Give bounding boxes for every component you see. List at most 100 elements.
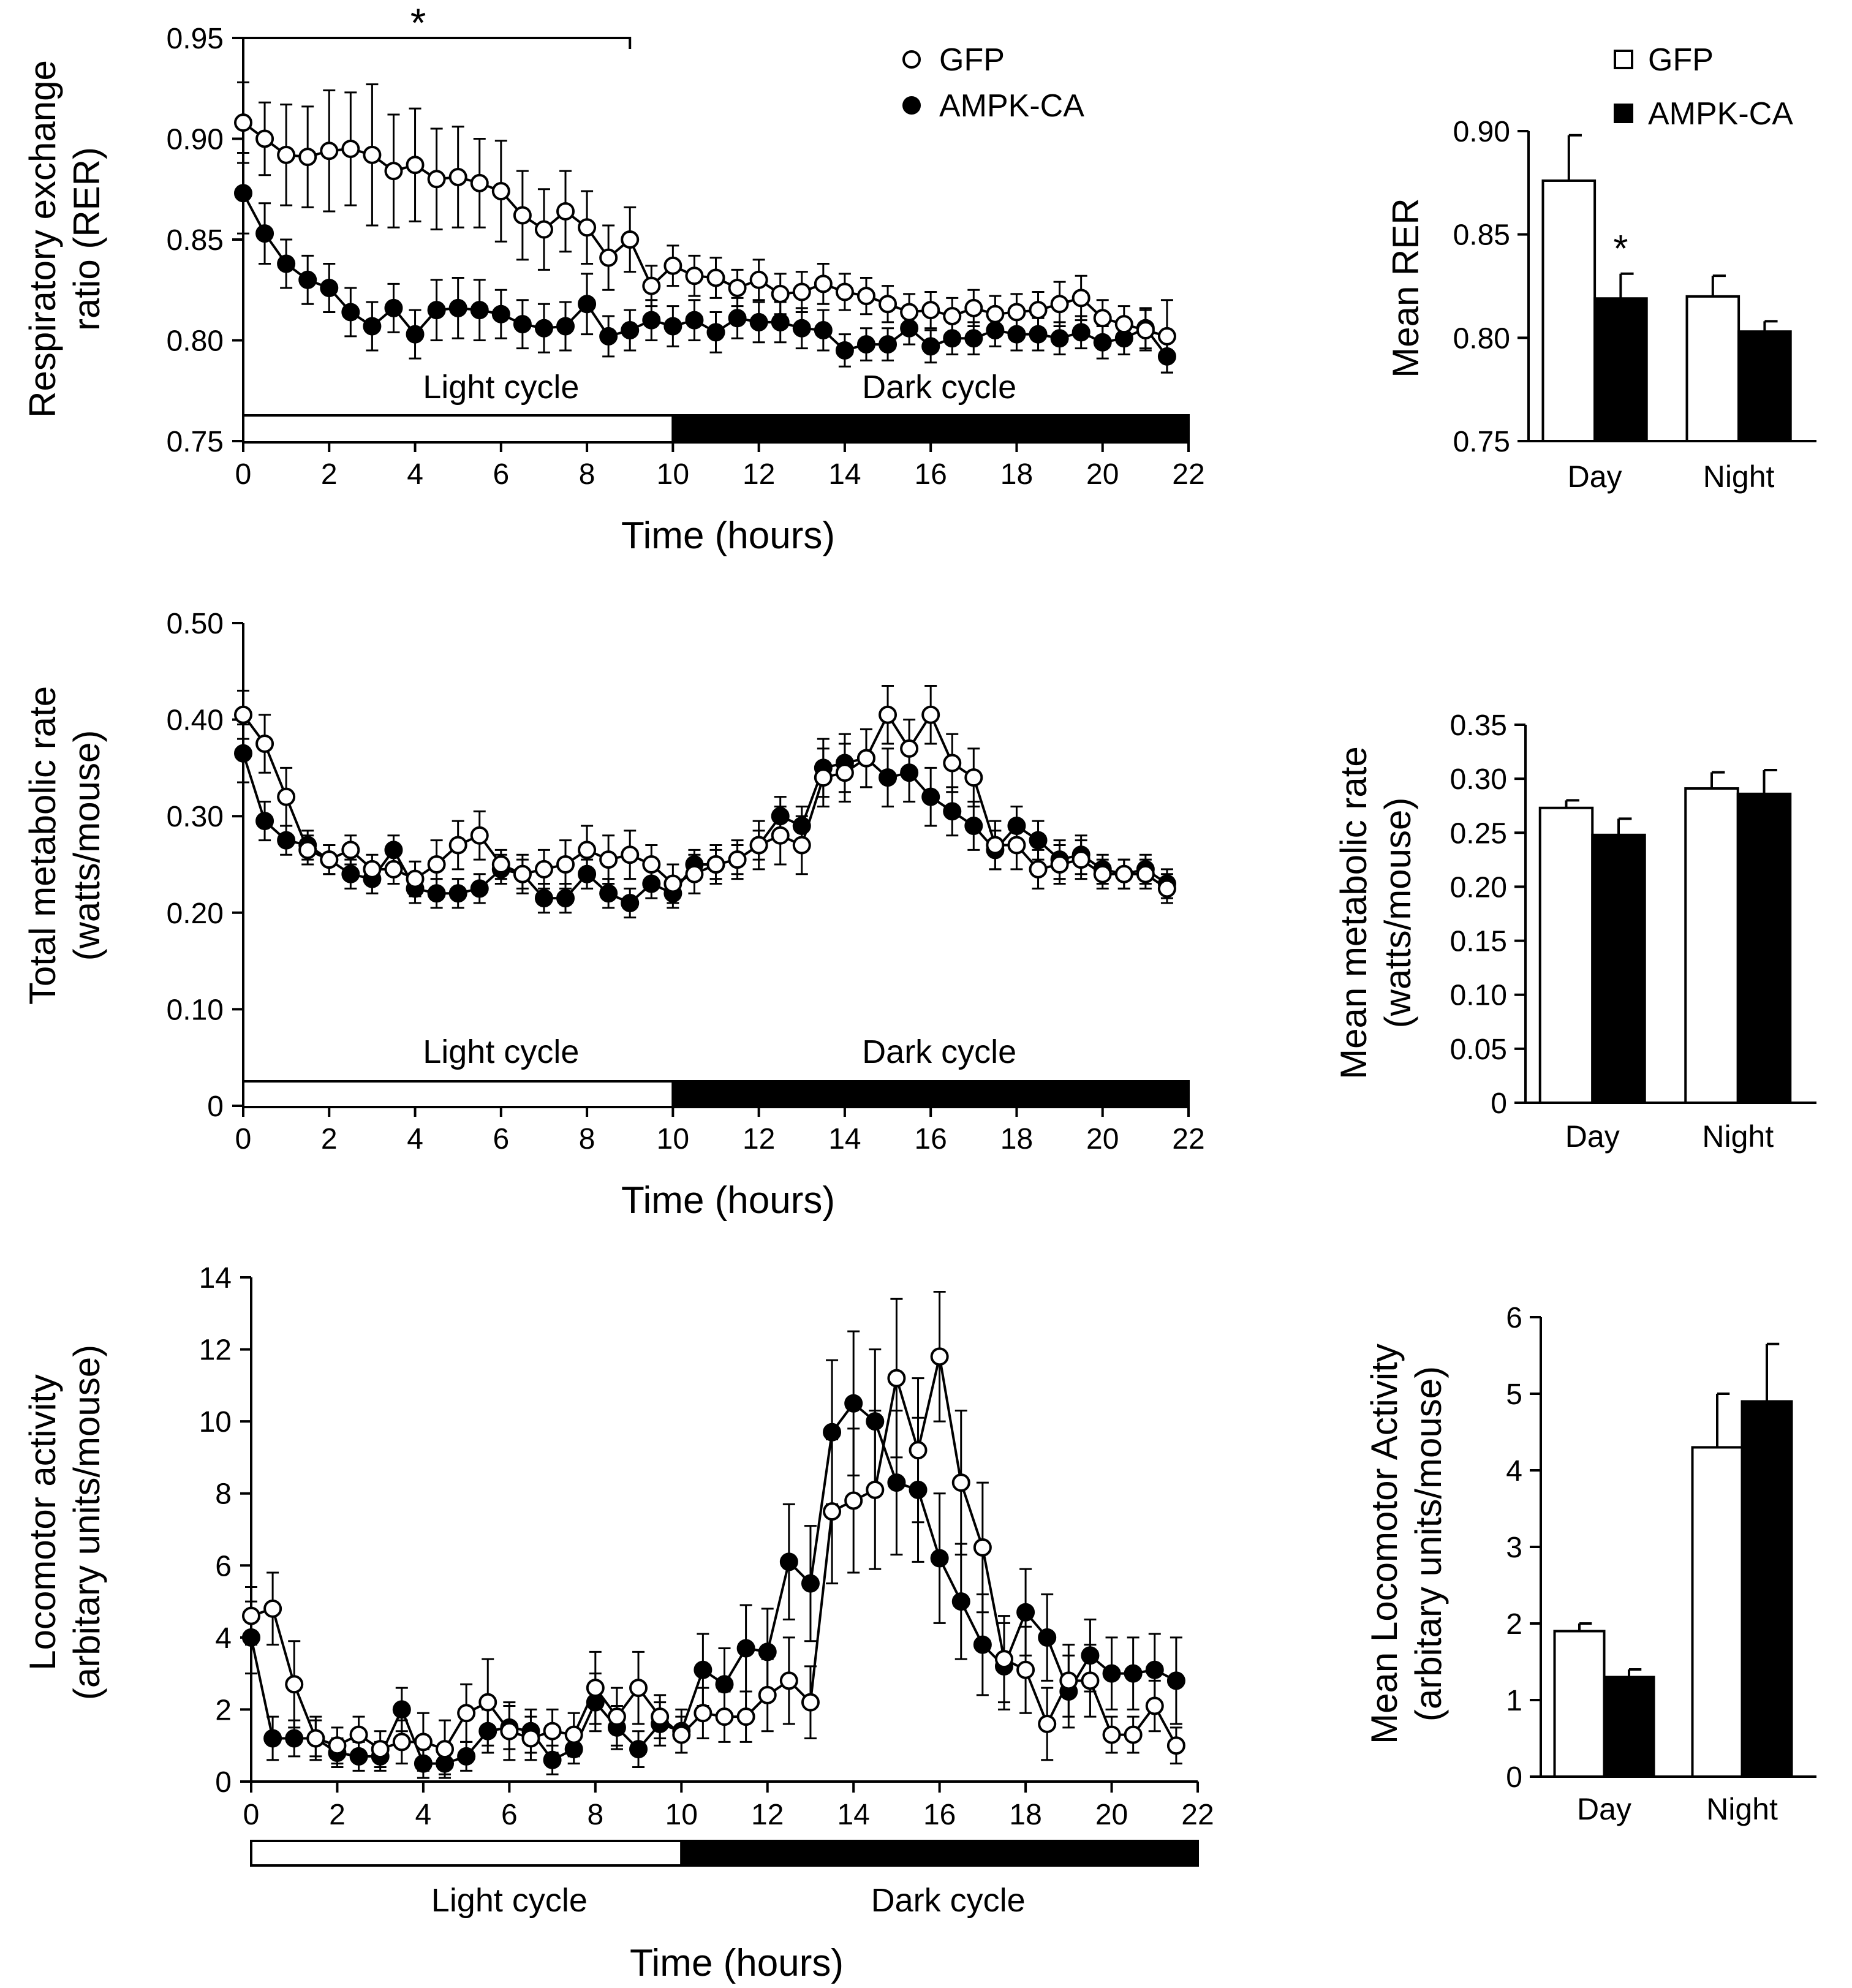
data-point xyxy=(964,298,983,317)
data-point xyxy=(921,301,940,320)
data-point xyxy=(814,274,833,293)
bar-ampk-ca-night xyxy=(1741,1400,1793,1778)
data-point xyxy=(1072,323,1090,342)
y-tick-label: 0.50 xyxy=(167,608,224,640)
y-tick-label: 5 xyxy=(1506,1378,1522,1411)
data-point xyxy=(1093,309,1112,328)
x-tick-label: 22 xyxy=(1172,458,1204,491)
data-point xyxy=(771,284,790,303)
data-point xyxy=(909,1441,928,1460)
data-point xyxy=(749,312,768,331)
data-point xyxy=(427,301,446,320)
y-tick-label: 0.75 xyxy=(167,426,224,458)
x-tick-label: 14 xyxy=(828,1123,861,1155)
bar-ampk-ca-day xyxy=(1591,833,1646,1104)
data-point xyxy=(814,321,833,340)
legend-marker xyxy=(1614,104,1633,123)
data-point xyxy=(534,220,553,239)
light-cycle-bar xyxy=(250,1840,683,1867)
y-tick-label: 0 xyxy=(1506,1761,1522,1794)
data-point xyxy=(349,1725,368,1744)
data-point xyxy=(384,162,403,181)
data-point xyxy=(856,749,875,768)
y-tick-label: 0.20 xyxy=(1450,871,1507,904)
data-point xyxy=(607,1707,626,1726)
x-tick-label: 12 xyxy=(743,458,775,491)
x-tick-label: 14 xyxy=(828,458,861,491)
x-tick-label: 8 xyxy=(587,1799,603,1831)
x-tick-label: 8 xyxy=(579,1123,595,1155)
data-point xyxy=(1038,1628,1057,1647)
data-point xyxy=(706,268,725,287)
data-point xyxy=(578,295,597,314)
data-point xyxy=(994,1650,1013,1669)
data-point xyxy=(758,1685,777,1704)
data-point xyxy=(406,156,425,175)
data-point xyxy=(758,1642,777,1661)
data-point xyxy=(242,1606,260,1625)
data-point xyxy=(556,202,575,221)
data-point xyxy=(436,1740,455,1759)
data-point xyxy=(943,754,962,773)
data-point xyxy=(879,335,898,354)
data-point xyxy=(586,1679,605,1698)
data-point xyxy=(414,1733,433,1752)
data-point xyxy=(534,860,553,879)
data-point xyxy=(973,1538,992,1557)
bar-ampk-ca-day xyxy=(1593,297,1648,442)
category-label: Day xyxy=(1577,1792,1631,1826)
data-point xyxy=(921,705,940,724)
data-point xyxy=(715,1707,734,1726)
data-point xyxy=(277,787,296,806)
data-point xyxy=(491,304,510,323)
y-axis-label: Total metabolic rate xyxy=(22,686,63,1005)
legend-marker xyxy=(902,96,921,115)
data-point xyxy=(629,1740,648,1759)
data-point xyxy=(986,836,1005,855)
y-tick-label: 2 xyxy=(1506,1608,1522,1641)
y-tick-label: 12 xyxy=(199,1334,232,1367)
data-point xyxy=(621,894,640,913)
y-tick-label: 0 xyxy=(1491,1087,1507,1120)
data-point xyxy=(964,768,983,787)
data-point xyxy=(921,787,940,806)
data-point xyxy=(384,298,403,317)
data-point xyxy=(736,1707,755,1726)
data-point xyxy=(599,327,618,346)
data-point xyxy=(448,168,467,187)
dark-cycle-label: Dark cycle xyxy=(862,369,1016,406)
metabolic_time-chart: 0 0.10 0.20 0.30 0.40 0.50 0 2 4 6 8 10 12 14 16 18 20 22… xyxy=(22,608,1205,1222)
y-tick-label: 0.20 xyxy=(167,898,224,930)
legend-label: AMPK-CA xyxy=(1648,96,1793,132)
data-point xyxy=(285,1675,304,1694)
x-tick-label: 2 xyxy=(321,1123,338,1155)
data-point xyxy=(384,860,403,879)
data-point xyxy=(930,1347,949,1366)
y-tick-label: 0.30 xyxy=(167,801,224,833)
data-point xyxy=(1007,303,1026,322)
data-point xyxy=(1145,1696,1164,1715)
data-point xyxy=(801,1693,820,1712)
y-tick-label: 0.95 xyxy=(167,23,224,55)
category-label: Day xyxy=(1568,459,1622,494)
data-point xyxy=(663,317,682,336)
y-axis-label: Respiratory exchange xyxy=(22,60,63,418)
data-point xyxy=(663,256,682,275)
y-tick-label: 8 xyxy=(215,1478,232,1511)
category-label: Day xyxy=(1565,1119,1620,1154)
data-point xyxy=(234,184,252,203)
data-point xyxy=(930,1549,949,1568)
x-tick-label: 0 xyxy=(235,1123,252,1155)
y-tick-label: 0.90 xyxy=(1453,116,1510,148)
data-point xyxy=(1072,289,1090,308)
data-point xyxy=(844,1491,863,1510)
data-point xyxy=(1072,850,1090,869)
data-point xyxy=(771,826,790,845)
data-point xyxy=(534,889,553,908)
data-point xyxy=(642,311,661,330)
data-point xyxy=(642,855,661,874)
rer_time-chart: 0.75 0.80 0.85 0.90 0.95 0 2 4 6 8 10 12 14 16 18 20 22 L… xyxy=(22,0,1205,557)
dark-cycle-label: Dark cycle xyxy=(871,1882,1026,1919)
y-axis-label: ratio (RER) xyxy=(66,147,107,331)
y-tick-label: 0.05 xyxy=(1450,1034,1507,1066)
